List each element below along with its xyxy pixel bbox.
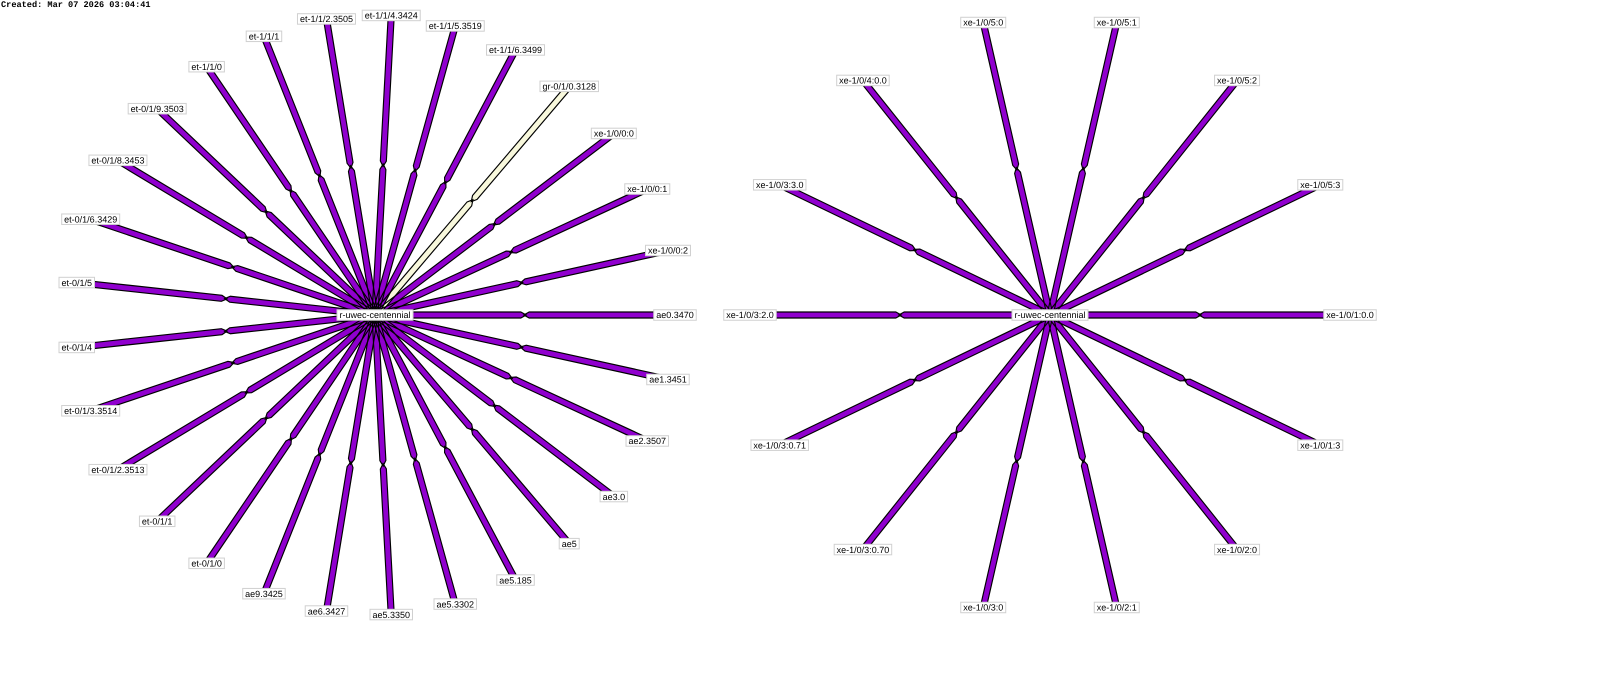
svg-text:et-1/1/1: et-1/1/1 bbox=[249, 32, 280, 42]
svg-text:et-0/1/8.3453: et-0/1/8.3453 bbox=[91, 156, 144, 166]
svg-text:ae3.0: ae3.0 bbox=[603, 492, 626, 502]
svg-text:et-0/1/9.3503: et-0/1/9.3503 bbox=[131, 104, 184, 114]
svg-text:xe-1/0/3:0: xe-1/0/3:0 bbox=[963, 603, 1003, 613]
svg-text:ae5.3350: ae5.3350 bbox=[372, 610, 410, 620]
svg-text:xe-1/0/0:0: xe-1/0/0:0 bbox=[594, 129, 634, 139]
svg-text:xe-1/0/3:0.71: xe-1/0/3:0.71 bbox=[753, 440, 806, 450]
svg-text:et-0/1/6.3429: et-0/1/6.3429 bbox=[64, 214, 117, 224]
svg-text:et-1/1/0: et-1/1/0 bbox=[191, 62, 222, 72]
svg-text:gr-0/1/0.3128: gr-0/1/0.3128 bbox=[542, 82, 596, 92]
svg-text:ae9.3425: ae9.3425 bbox=[245, 589, 283, 599]
svg-text:ae5.3302: ae5.3302 bbox=[436, 599, 474, 609]
svg-text:et-1/1/6.3499: et-1/1/6.3499 bbox=[489, 45, 542, 55]
svg-text:et-0/1/3.3514: et-0/1/3.3514 bbox=[64, 406, 117, 416]
svg-text:et-0/1/5: et-0/1/5 bbox=[61, 278, 92, 288]
svg-text:xe-1/0/3:2.0: xe-1/0/3:2.0 bbox=[726, 310, 774, 320]
svg-text:xe-1/0/1:0.0: xe-1/0/1:0.0 bbox=[1326, 310, 1374, 320]
svg-text:xe-1/0/5:1: xe-1/0/5:1 bbox=[1097, 18, 1137, 28]
svg-text:ae0.3470: ae0.3470 bbox=[656, 310, 694, 320]
svg-text:xe-1/0/2:0: xe-1/0/2:0 bbox=[1217, 545, 1257, 555]
svg-text:ae5.185: ae5.185 bbox=[499, 575, 532, 585]
svg-text:et-0/1/1: et-0/1/1 bbox=[142, 517, 173, 527]
svg-text:ae1.3451: ae1.3451 bbox=[649, 375, 687, 385]
svg-text:Created: Mar 07 2026 03:04:41: Created: Mar 07 2026 03:04:41 bbox=[1, 0, 151, 10]
svg-text:xe-1/0/3:0.70: xe-1/0/3:0.70 bbox=[837, 545, 890, 555]
svg-text:xe-1/0/4:0.0: xe-1/0/4:0.0 bbox=[839, 76, 887, 86]
svg-text:r-uwec-centennial: r-uwec-centennial bbox=[1014, 310, 1085, 320]
svg-text:xe-1/0/2:1: xe-1/0/2:1 bbox=[1097, 603, 1137, 613]
svg-text:et-0/1/0: et-0/1/0 bbox=[191, 559, 222, 569]
svg-text:ae5: ae5 bbox=[562, 539, 577, 549]
svg-text:xe-1/0/5:2: xe-1/0/5:2 bbox=[1217, 76, 1257, 86]
svg-text:ae2.3507: ae2.3507 bbox=[628, 436, 666, 446]
svg-text:et-1/1/2.3505: et-1/1/2.3505 bbox=[300, 14, 353, 24]
svg-text:xe-1/0/5:3: xe-1/0/5:3 bbox=[1300, 180, 1340, 190]
svg-text:et-0/1/4: et-0/1/4 bbox=[61, 343, 92, 353]
svg-text:xe-1/0/3:3.0: xe-1/0/3:3.0 bbox=[756, 180, 804, 190]
svg-text:et-1/1/4.3424: et-1/1/4.3424 bbox=[365, 11, 418, 21]
svg-text:et-1/1/5.3519: et-1/1/5.3519 bbox=[429, 21, 482, 31]
svg-text:xe-1/0/0:2: xe-1/0/0:2 bbox=[648, 246, 688, 256]
svg-text:ae6.3427: ae6.3427 bbox=[308, 606, 346, 616]
svg-text:xe-1/0/0:1: xe-1/0/0:1 bbox=[627, 184, 667, 194]
svg-text:r-uwec-centennial: r-uwec-centennial bbox=[339, 310, 410, 320]
svg-text:xe-1/0/1:3: xe-1/0/1:3 bbox=[1300, 440, 1340, 450]
svg-text:et-0/1/2.3513: et-0/1/2.3513 bbox=[91, 465, 144, 475]
svg-text:xe-1/0/5:0: xe-1/0/5:0 bbox=[963, 18, 1003, 28]
